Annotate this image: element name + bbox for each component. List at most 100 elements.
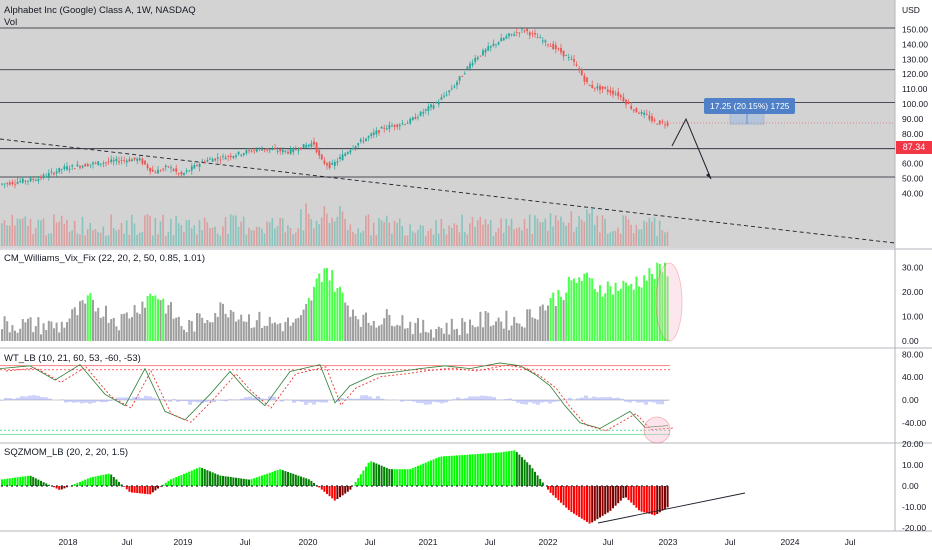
last-price-label: 87.34 (896, 141, 932, 154)
vix-bar (430, 329, 432, 341)
vix-bar (37, 317, 40, 341)
volume-bar (86, 229, 89, 246)
sqz-bar (640, 486, 643, 512)
sqz-bar (224, 476, 227, 486)
vix-bar (310, 300, 313, 341)
vix-bar (658, 263, 661, 341)
volume-bar (383, 222, 385, 246)
sqz-bar (149, 486, 152, 495)
volume-bar (463, 231, 466, 246)
sqz-dot (486, 485, 488, 487)
sqz-dot (416, 485, 418, 487)
volume-bar (300, 209, 302, 246)
wt-histogram-bar (364, 395, 368, 400)
volume-bar (469, 223, 471, 246)
price-candle-body (146, 164, 149, 169)
sqz-dot (266, 485, 268, 487)
sqz-dot (661, 485, 663, 487)
sqz-dot (591, 485, 593, 487)
vix-bar (255, 320, 258, 341)
sqz-bar (482, 453, 484, 486)
wt-histogram-bar (620, 398, 624, 400)
sqz-dot (146, 485, 148, 487)
vix-bar (562, 300, 565, 341)
vix-bar (497, 317, 500, 341)
vix-bar (487, 312, 490, 341)
price-candle-body (164, 165, 167, 168)
price-candle-body (94, 162, 97, 164)
sqz-tick-label: -20.00 (902, 523, 926, 533)
vix-bar (424, 331, 427, 341)
vix-bar (242, 321, 245, 341)
price-tick-label: 110.00 (902, 84, 928, 94)
volume-bar (245, 234, 248, 246)
price-candle-body (188, 170, 191, 172)
price-candle-body (339, 157, 341, 159)
vix-bar (565, 292, 568, 341)
vix-bar (315, 278, 318, 341)
vix-bar (651, 273, 653, 341)
volume-bar (307, 213, 310, 246)
price-candle-body (37, 178, 40, 181)
price-candle-body (489, 45, 492, 48)
sqz-dot (641, 485, 643, 487)
sqz-dot (246, 485, 248, 487)
volume-bar (344, 218, 346, 246)
volume-bar (450, 228, 453, 246)
sqz-dot (66, 485, 68, 487)
volume-bar (274, 228, 276, 246)
wt-histogram-bar (28, 395, 32, 400)
price-candle-body (240, 154, 243, 156)
sqz-dot (356, 485, 358, 487)
sqz-dot (446, 485, 448, 487)
price-candle-body (463, 73, 466, 75)
vix-bar (302, 309, 305, 341)
volume-bar (284, 232, 287, 246)
vix-bar (606, 281, 609, 341)
vix-bar (625, 282, 627, 341)
volume-bar (518, 227, 521, 246)
sqz-bar (357, 478, 360, 486)
volume-bar (495, 232, 497, 246)
vix-bar (531, 317, 534, 341)
volume-bar (315, 220, 318, 246)
price-candle-body (219, 159, 222, 161)
volume-bar (443, 228, 445, 246)
volume-bar (448, 225, 450, 246)
price-tick-label: 120.00 (902, 69, 928, 79)
vix-bar (450, 318, 453, 341)
vix-bar (172, 318, 175, 341)
vix-bar (211, 322, 214, 341)
volume-bar (461, 214, 463, 246)
vix-bar (133, 305, 136, 341)
price-candle-body (11, 182, 14, 184)
price-candle-body (528, 32, 531, 36)
sqz-bar (354, 481, 357, 486)
vix-bar (232, 311, 235, 341)
volume-bar (162, 214, 164, 246)
vix-bar (378, 325, 380, 341)
price-tick-label: 40.00 (902, 188, 924, 198)
vix-bar (560, 296, 562, 341)
volume-bar (302, 230, 305, 246)
price-candle-body (170, 167, 172, 169)
sqz-bar (432, 459, 435, 486)
volume-bar (482, 224, 484, 246)
sqz-bar (645, 486, 648, 514)
price-candle-body (183, 173, 185, 175)
wt-histogram-bar (544, 400, 548, 402)
vix-bar (549, 298, 552, 341)
wt-histogram-bar (68, 400, 72, 402)
vix-bar (508, 330, 510, 341)
vix-bar (614, 282, 617, 341)
volume-bar (640, 229, 643, 246)
volume-bar (193, 225, 196, 246)
price-candle-body (287, 151, 289, 154)
sqz-bar (346, 486, 349, 492)
sqz-bar (336, 486, 339, 500)
vix-bar (177, 316, 180, 341)
vix-bar (47, 320, 50, 341)
wt-histogram-bar (344, 399, 348, 400)
volume-bar (531, 234, 534, 246)
